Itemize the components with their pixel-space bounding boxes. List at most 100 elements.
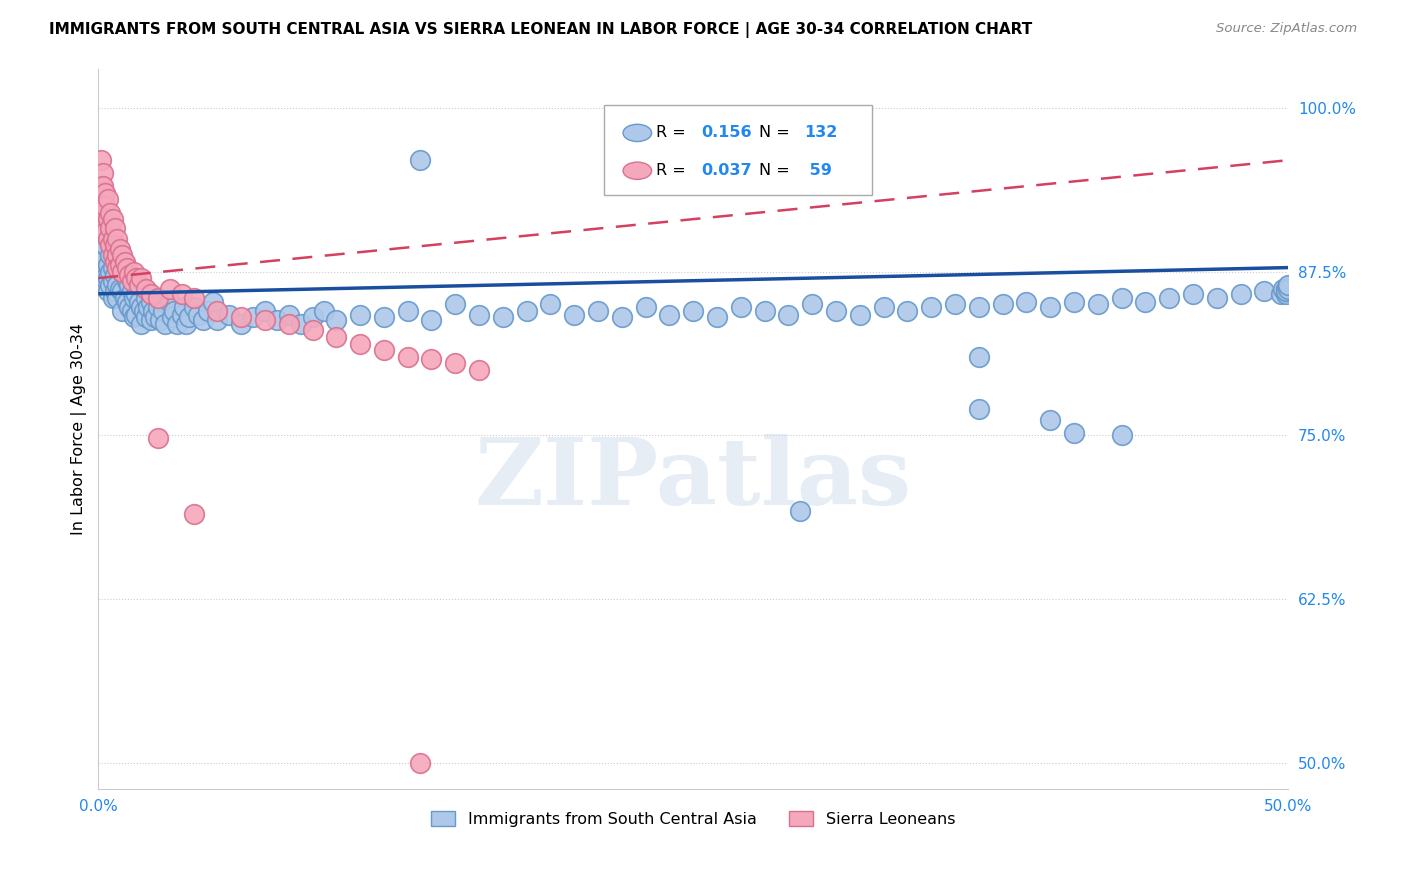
Point xyxy=(104,284,127,298)
Circle shape xyxy=(623,124,651,142)
Point xyxy=(122,291,145,305)
Point xyxy=(139,313,162,327)
Point xyxy=(132,303,155,318)
Point xyxy=(94,199,117,213)
Point xyxy=(420,313,443,327)
Point xyxy=(191,313,214,327)
Text: Source: ZipAtlas.com: Source: ZipAtlas.com xyxy=(1216,22,1357,36)
Point xyxy=(277,308,299,322)
Point xyxy=(301,323,323,337)
Point xyxy=(991,297,1014,311)
Point xyxy=(778,308,800,322)
Point xyxy=(967,300,990,314)
Point xyxy=(160,310,183,325)
Point xyxy=(1039,412,1062,426)
Point xyxy=(896,303,918,318)
Point xyxy=(229,310,252,325)
Point xyxy=(170,286,193,301)
Point xyxy=(125,271,148,285)
Point xyxy=(111,264,134,278)
Point xyxy=(920,300,942,314)
Point xyxy=(142,303,165,318)
Point xyxy=(91,193,114,207)
Point xyxy=(1181,286,1204,301)
Point xyxy=(139,286,162,301)
Point xyxy=(125,286,148,301)
Point xyxy=(218,308,240,322)
Point xyxy=(122,310,145,325)
Point xyxy=(1229,286,1251,301)
Point xyxy=(97,193,120,207)
Point xyxy=(129,317,152,331)
Point xyxy=(1039,300,1062,314)
Point xyxy=(207,303,229,318)
Point xyxy=(105,260,128,275)
Point xyxy=(97,232,120,246)
Point xyxy=(97,232,120,246)
Text: ZIPatlas: ZIPatlas xyxy=(475,434,912,524)
Point xyxy=(1274,284,1296,298)
Point xyxy=(91,166,114,180)
Point xyxy=(115,274,138,288)
Point xyxy=(540,297,562,311)
Point xyxy=(139,294,162,309)
Point xyxy=(91,238,114,252)
Point xyxy=(118,268,141,283)
Point xyxy=(121,303,143,318)
Point xyxy=(1015,294,1038,309)
Point xyxy=(114,255,136,269)
Point xyxy=(176,317,198,331)
Point xyxy=(183,291,205,305)
Point xyxy=(967,402,990,417)
Point xyxy=(266,313,288,327)
Point xyxy=(468,363,491,377)
Point xyxy=(101,242,124,256)
Point xyxy=(562,308,585,322)
Point xyxy=(754,303,776,318)
Point xyxy=(105,291,128,305)
Point xyxy=(128,277,150,292)
Point xyxy=(658,308,681,322)
Point xyxy=(111,264,134,278)
Point xyxy=(108,260,131,275)
Text: 0.156: 0.156 xyxy=(702,126,752,140)
Point xyxy=(349,336,371,351)
Point xyxy=(108,242,131,256)
Point xyxy=(114,291,136,305)
Point xyxy=(101,274,124,288)
Text: 0.037: 0.037 xyxy=(702,163,752,178)
Point xyxy=(125,308,148,322)
Point xyxy=(101,247,124,261)
Point xyxy=(396,350,419,364)
Point xyxy=(444,356,467,370)
Text: 59: 59 xyxy=(804,163,832,178)
Point xyxy=(730,300,752,314)
Point xyxy=(91,219,114,233)
Point xyxy=(97,284,120,298)
Point xyxy=(801,297,824,311)
Point xyxy=(943,297,966,311)
Point xyxy=(111,303,134,318)
Point xyxy=(91,277,114,292)
Point xyxy=(135,281,157,295)
Point xyxy=(90,205,112,219)
Point xyxy=(301,310,323,325)
Point xyxy=(94,238,117,252)
Point xyxy=(1063,294,1085,309)
Point xyxy=(396,303,419,318)
Point xyxy=(420,352,443,367)
Point xyxy=(91,212,114,227)
Point xyxy=(682,303,704,318)
Point xyxy=(634,300,657,314)
Point xyxy=(1274,284,1296,298)
Point xyxy=(586,303,609,318)
Point xyxy=(492,310,515,325)
Point xyxy=(91,264,114,278)
Point xyxy=(129,300,152,314)
Point xyxy=(98,277,121,292)
Point xyxy=(122,264,145,278)
Point xyxy=(967,350,990,364)
Point xyxy=(1274,281,1296,295)
Point xyxy=(111,247,134,261)
Point xyxy=(115,260,138,275)
